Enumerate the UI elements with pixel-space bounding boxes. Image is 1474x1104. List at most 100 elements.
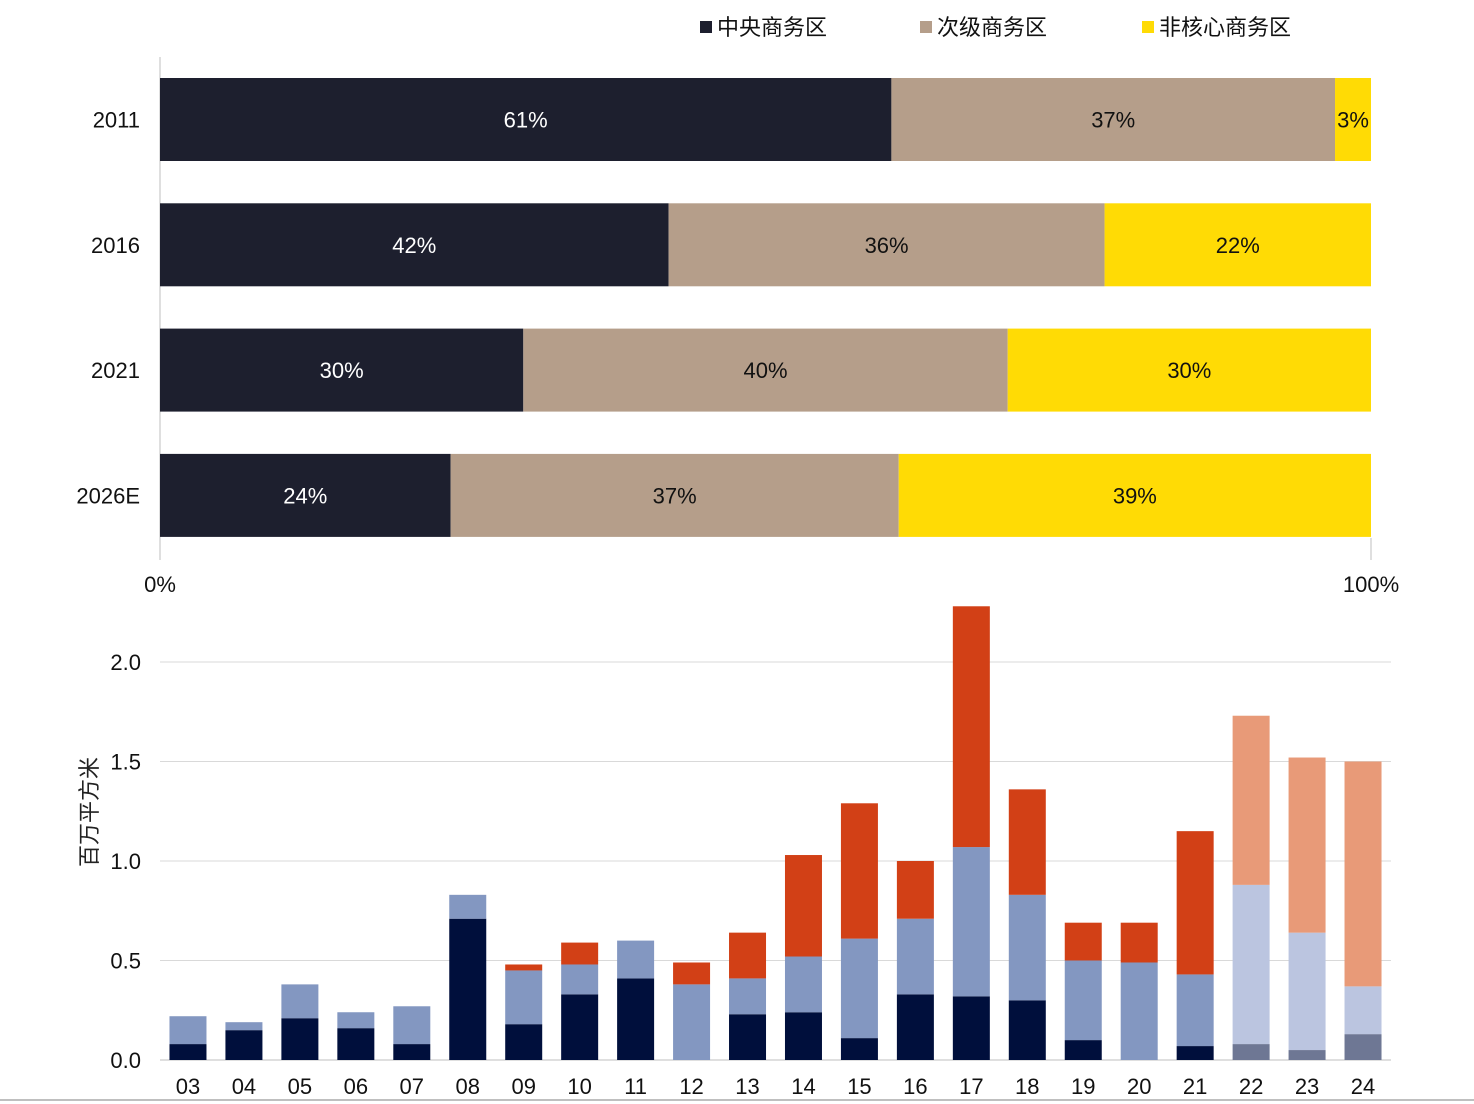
bar-segment bbox=[505, 1024, 543, 1060]
bar-segment bbox=[281, 984, 319, 1019]
bar-segment bbox=[505, 970, 543, 1025]
bar-segment bbox=[160, 453, 451, 537]
x-tick-label: 23 bbox=[1295, 1074, 1319, 1099]
x-tick-label: 10 bbox=[567, 1074, 591, 1099]
category-label: 2011 bbox=[93, 108, 140, 133]
x-tick-label: 16 bbox=[903, 1074, 927, 1099]
x-tick-label: 24 bbox=[1351, 1074, 1375, 1099]
x-tick-label: 13 bbox=[735, 1074, 759, 1099]
bar-segment bbox=[225, 1030, 263, 1060]
bar-segment bbox=[393, 1044, 431, 1060]
category-label: 2016 bbox=[91, 233, 140, 258]
data-label: 30% bbox=[320, 358, 364, 383]
x-tick-label: 0% bbox=[144, 572, 176, 597]
bar-segment bbox=[729, 978, 767, 1015]
category-label: 2021 bbox=[91, 358, 140, 383]
bar-segment bbox=[1008, 789, 1046, 895]
bar-segment bbox=[1008, 894, 1046, 1001]
x-tick-label: 09 bbox=[511, 1074, 535, 1099]
bar-segment bbox=[729, 1014, 767, 1060]
bar-segment bbox=[1232, 1044, 1270, 1060]
bar-segment bbox=[1064, 922, 1102, 961]
y-axis-title: 百万平方米 bbox=[78, 757, 103, 867]
legend-label: 中央商务区 bbox=[717, 16, 827, 41]
bar-segment bbox=[169, 1044, 207, 1060]
bar-segment bbox=[896, 918, 934, 995]
bar-segment bbox=[952, 847, 990, 997]
bar-segment bbox=[225, 1022, 263, 1031]
x-tick-label: 06 bbox=[344, 1074, 368, 1099]
bar-segment bbox=[617, 978, 655, 1060]
x-tick-label: 22 bbox=[1239, 1074, 1263, 1099]
bar-segment bbox=[561, 994, 599, 1060]
bar-segment bbox=[160, 78, 892, 161]
legend: 中央商务区 次级商务区 非核心商务区 bbox=[700, 16, 1291, 41]
bar-segment bbox=[1120, 962, 1158, 1060]
bar-segment bbox=[505, 964, 543, 971]
bar-segment bbox=[784, 1012, 822, 1060]
x-tick-label: 03 bbox=[176, 1074, 200, 1099]
bar-segment bbox=[896, 861, 934, 919]
x-tick-label: 17 bbox=[959, 1074, 983, 1099]
bar-segment bbox=[561, 942, 599, 965]
legend-label: 非核心商务区 bbox=[1159, 16, 1291, 41]
legend-swatch bbox=[920, 21, 932, 33]
x-tick-label: 08 bbox=[456, 1074, 480, 1099]
y-tick-label: 1.5 bbox=[110, 750, 141, 775]
bar-segment bbox=[1176, 1046, 1214, 1060]
bar-segment bbox=[1288, 1050, 1326, 1060]
bar-segment bbox=[898, 453, 1371, 537]
bar-segment bbox=[668, 203, 1105, 287]
bar-segment bbox=[160, 328, 524, 412]
data-label: 3% bbox=[1337, 108, 1369, 133]
bar-segment bbox=[1008, 1000, 1046, 1060]
bar-segment bbox=[1120, 922, 1158, 963]
x-tick-label: 19 bbox=[1071, 1074, 1095, 1099]
data-label: 22% bbox=[1216, 233, 1260, 258]
share-chart: 中央商务区 次级商务区 非核心商务区 0% 100% 2011 61% 37% 3% 2016 42… bbox=[76, 16, 1399, 597]
bar-segment bbox=[1288, 757, 1326, 933]
bar-segment bbox=[449, 918, 487, 1060]
bar-segment bbox=[337, 1012, 375, 1029]
legend-swatch bbox=[1142, 21, 1154, 33]
bar-segment bbox=[840, 1038, 878, 1060]
bar-segment bbox=[952, 996, 990, 1060]
bar-segment bbox=[337, 1028, 375, 1060]
data-label: 42% bbox=[392, 233, 436, 258]
x-tick-label: 15 bbox=[847, 1074, 871, 1099]
data-label: 24% bbox=[283, 483, 327, 508]
y-tick-label: 0.5 bbox=[110, 949, 141, 974]
x-tick-label: 05 bbox=[288, 1074, 312, 1099]
bar-segment bbox=[160, 203, 669, 287]
x-tick-label: 18 bbox=[1015, 1074, 1039, 1099]
bar-segment bbox=[617, 940, 655, 979]
legend-swatch bbox=[700, 21, 712, 33]
data-label: 61% bbox=[504, 108, 548, 133]
bar-segment bbox=[1344, 1034, 1382, 1060]
data-label: 37% bbox=[1091, 108, 1135, 133]
y-tick-label: 0.0 bbox=[110, 1048, 141, 1073]
x-tick-label: 14 bbox=[791, 1074, 815, 1099]
x-tick-label: 12 bbox=[679, 1074, 703, 1099]
data-label: 36% bbox=[865, 233, 909, 258]
bar-segment bbox=[169, 1016, 207, 1045]
bar-segment bbox=[1064, 1040, 1102, 1060]
bar-segment bbox=[281, 1018, 319, 1060]
bar-segment bbox=[1344, 986, 1382, 1035]
supply-chart: 0.0 0.5 1.0 1.5 2.0 百万平方米 03 04 05 06 07 08 09 10 11 12… bbox=[78, 606, 1391, 1099]
bar-segment bbox=[1232, 884, 1270, 1045]
bar-segment bbox=[673, 984, 711, 1060]
bar-segment bbox=[891, 78, 1336, 161]
x-tick-label: 04 bbox=[232, 1074, 256, 1099]
data-label: 30% bbox=[1167, 358, 1211, 383]
bar-segment bbox=[896, 994, 934, 1060]
bar-segment bbox=[729, 932, 767, 979]
bar-segment bbox=[1176, 831, 1214, 975]
x-tick-label: 20 bbox=[1127, 1074, 1151, 1099]
x-tick-label: 21 bbox=[1183, 1074, 1207, 1099]
bar-segment bbox=[1064, 960, 1102, 1041]
bar-segment bbox=[1335, 78, 1371, 161]
legend-label: 次级商务区 bbox=[937, 16, 1047, 41]
